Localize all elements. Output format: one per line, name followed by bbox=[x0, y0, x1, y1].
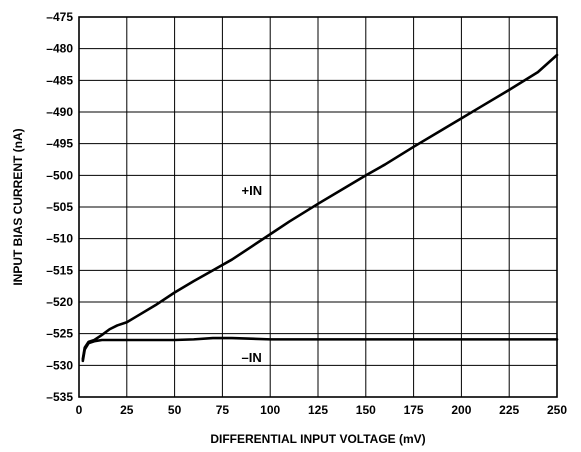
x-tick-label: 225 bbox=[499, 403, 519, 417]
x-tick-label: 125 bbox=[308, 403, 328, 417]
x-tick-label: 25 bbox=[120, 403, 134, 417]
y-tick-label: –520 bbox=[46, 295, 73, 309]
x-tick-label: 75 bbox=[216, 403, 230, 417]
y-tick-label: –485 bbox=[46, 73, 73, 87]
y-tick-label: –475 bbox=[46, 10, 73, 24]
series-annotations: +IN –IN bbox=[242, 183, 263, 365]
x-tick-label: 150 bbox=[356, 403, 376, 417]
y-axis-title: INPUT BIAS CURRENT (nA) bbox=[11, 128, 25, 285]
minus-in-label: –IN bbox=[242, 350, 262, 365]
plot-frame bbox=[78, 16, 558, 398]
y-tick-label: –530 bbox=[46, 358, 73, 372]
x-tick-label: 250 bbox=[547, 403, 567, 417]
x-tick-label: 50 bbox=[168, 403, 182, 417]
x-tick-label: 175 bbox=[404, 403, 424, 417]
chart-series bbox=[81, 53, 559, 363]
x-tick-label: 0 bbox=[76, 403, 83, 417]
series-minus-in-line bbox=[81, 336, 559, 363]
y-axis-tick-labels: –475 –480 –485 –490 –495 –500 –505 –510 –515 –520… bbox=[46, 10, 73, 404]
x-axis-tick-labels: 0 25 50 75 100 125 150 175 200 225 250 bbox=[76, 403, 568, 417]
plus-in-label: +IN bbox=[242, 183, 263, 198]
x-axis-title: DIFFERENTIAL INPUT VOLTAGE (mV) bbox=[210, 432, 425, 446]
y-tick-label: –505 bbox=[46, 200, 73, 214]
x-tick-label: 100 bbox=[260, 403, 280, 417]
y-tick-label: –525 bbox=[46, 327, 73, 341]
y-tick-label: –490 bbox=[46, 105, 73, 119]
y-tick-label: –510 bbox=[46, 232, 73, 246]
series-plus-in-line bbox=[81, 53, 559, 361]
y-tick-label: –495 bbox=[46, 137, 73, 151]
y-tick-label: –480 bbox=[46, 42, 73, 56]
y-tick-label: –535 bbox=[46, 390, 73, 404]
x-tick-label: 200 bbox=[451, 403, 471, 417]
y-tick-label: –515 bbox=[46, 263, 73, 277]
y-tick-label: –500 bbox=[46, 168, 73, 182]
